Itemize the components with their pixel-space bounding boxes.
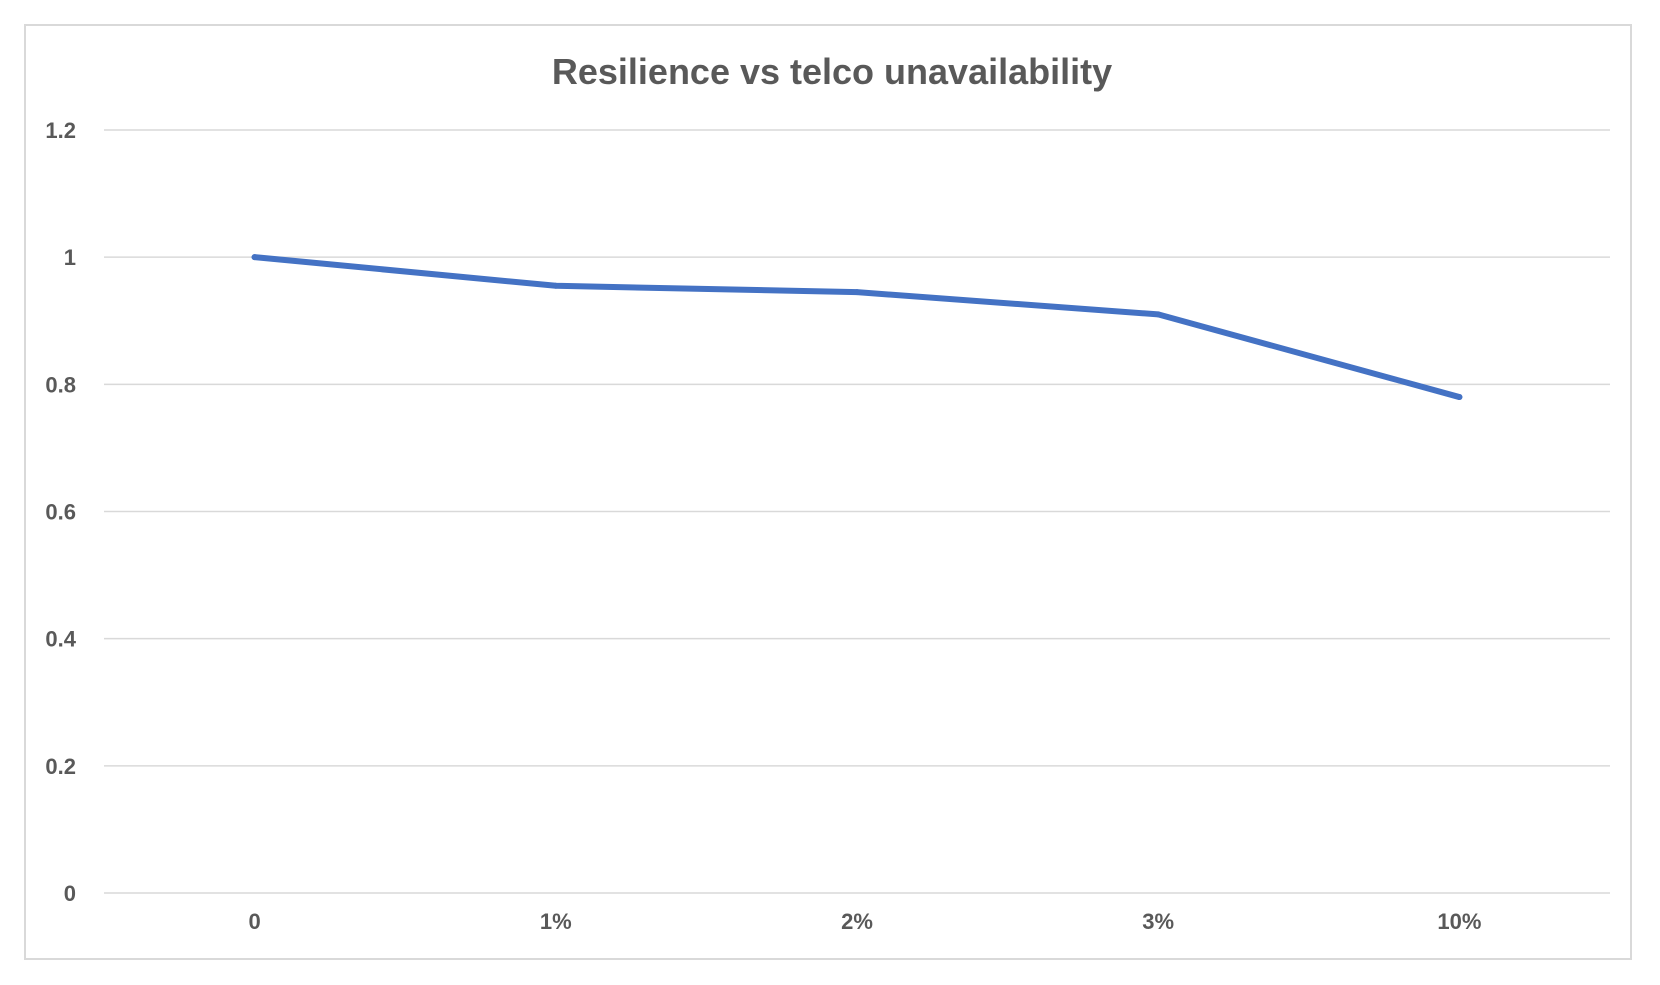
x-tick-label: 10%: [1437, 909, 1481, 934]
y-tick-labels: 0 0.2 0.4 0.6 0.8 1 1.2: [45, 118, 76, 906]
x-tick-label: 3%: [1142, 909, 1174, 934]
x-tick-label: 2%: [841, 909, 873, 934]
series-group: [251, 254, 1463, 401]
y-tick-label: 0.4: [45, 627, 76, 652]
y-tick-label: 0.8: [45, 372, 76, 397]
series-line-0: [251, 254, 1463, 401]
y-tick-label: 0.6: [45, 500, 76, 525]
x-tick-labels: 0 1% 2% 3% 10%: [248, 909, 1481, 934]
data-point: [854, 289, 860, 296]
data-point: [552, 282, 559, 289]
y-tick-label: 1.2: [45, 118, 76, 143]
chart-title: Resilience vs telco unavailability: [552, 51, 1112, 92]
y-tick-label: 0.2: [45, 754, 76, 779]
x-tick-label: 1%: [540, 909, 572, 934]
y-tick-label: 0: [64, 881, 76, 906]
chart-frame: [24, 24, 1632, 960]
data-point: [1456, 394, 1463, 401]
x-tick-label: 0: [248, 909, 260, 934]
data-point: [1155, 311, 1162, 318]
gridlines: [104, 129, 1610, 894]
data-point: [251, 254, 258, 261]
y-tick-label: 1: [64, 245, 76, 270]
